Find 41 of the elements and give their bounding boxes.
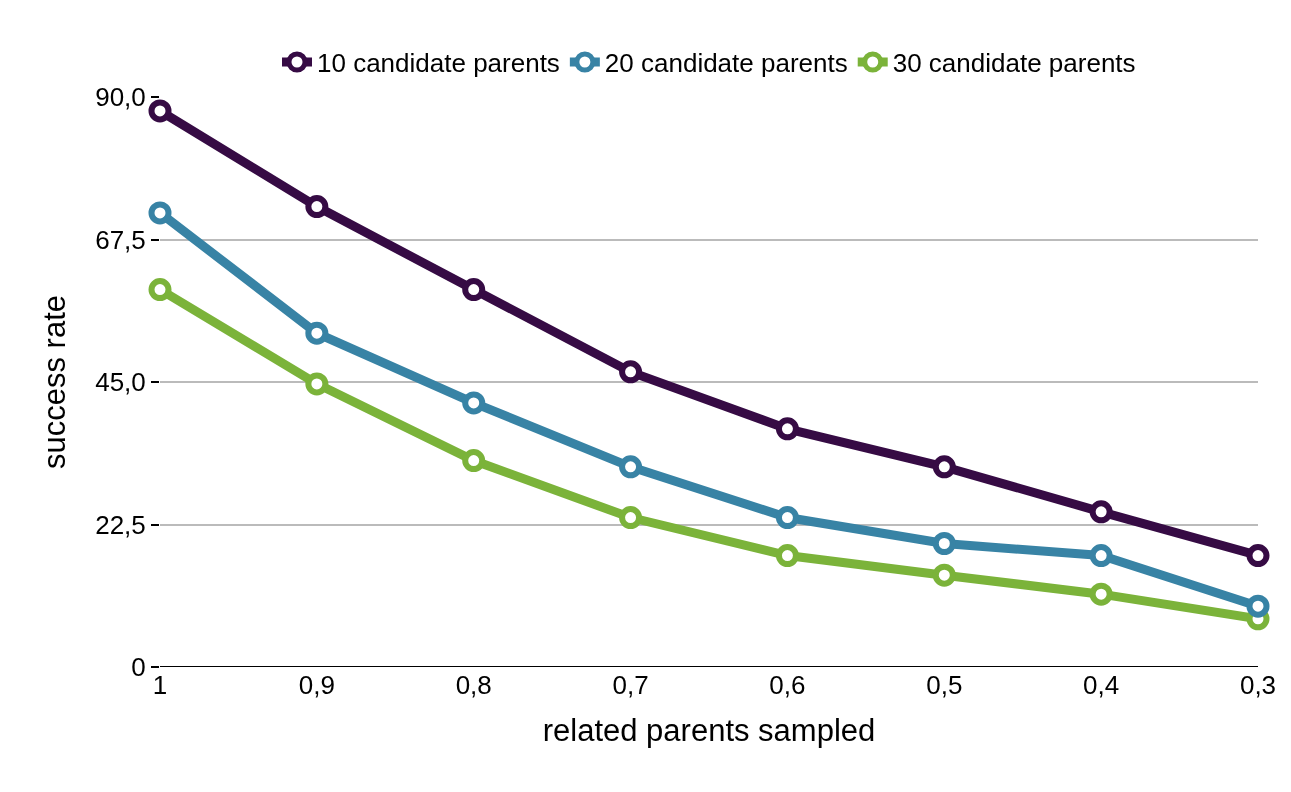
y-tick-label: 0 [131, 652, 146, 683]
point [462, 449, 486, 473]
point [775, 544, 799, 568]
x-tick-label: 0,4 [1083, 670, 1120, 700]
point [619, 360, 643, 384]
point [619, 506, 643, 530]
point [932, 455, 956, 479]
legend-label: 30 candidate parents [892, 48, 1136, 79]
legend-label: 10 candidate parents [317, 48, 560, 79]
point [462, 278, 486, 302]
point [775, 417, 799, 441]
point [932, 532, 956, 555]
y-tick-label: 45,0 [95, 367, 146, 398]
x-tick-label: 0,7 [612, 670, 649, 700]
x-tick-label: 0,6 [769, 670, 806, 700]
point [1089, 582, 1113, 606]
point [1089, 500, 1113, 524]
point [1246, 594, 1270, 618]
x-tick-label: 0,3 [1239, 670, 1277, 700]
x-tick-label: 0,9 [298, 670, 335, 700]
point [775, 506, 799, 530]
point [148, 99, 172, 123]
x-tick-label: 0,5 [926, 670, 963, 700]
x-axis-title: related parents sampled [542, 713, 876, 749]
y-tick-label: 67,5 [95, 224, 146, 255]
point [305, 195, 329, 219]
point [305, 321, 329, 345]
x-tick-label: 0,8 [455, 670, 492, 700]
point [1089, 544, 1113, 568]
y-tick-label: 90,0 [95, 82, 146, 113]
y-tick-label: 22,5 [95, 509, 146, 540]
point [462, 391, 486, 415]
point [1246, 544, 1270, 568]
x-tick-label: 1 [152, 670, 168, 700]
point [932, 563, 956, 587]
point [305, 372, 329, 396]
legend-label: 20 candidate parents [604, 48, 848, 79]
point [148, 278, 172, 302]
point [619, 455, 643, 479]
y-axis-title: success rate [36, 294, 72, 470]
point [148, 201, 172, 225]
